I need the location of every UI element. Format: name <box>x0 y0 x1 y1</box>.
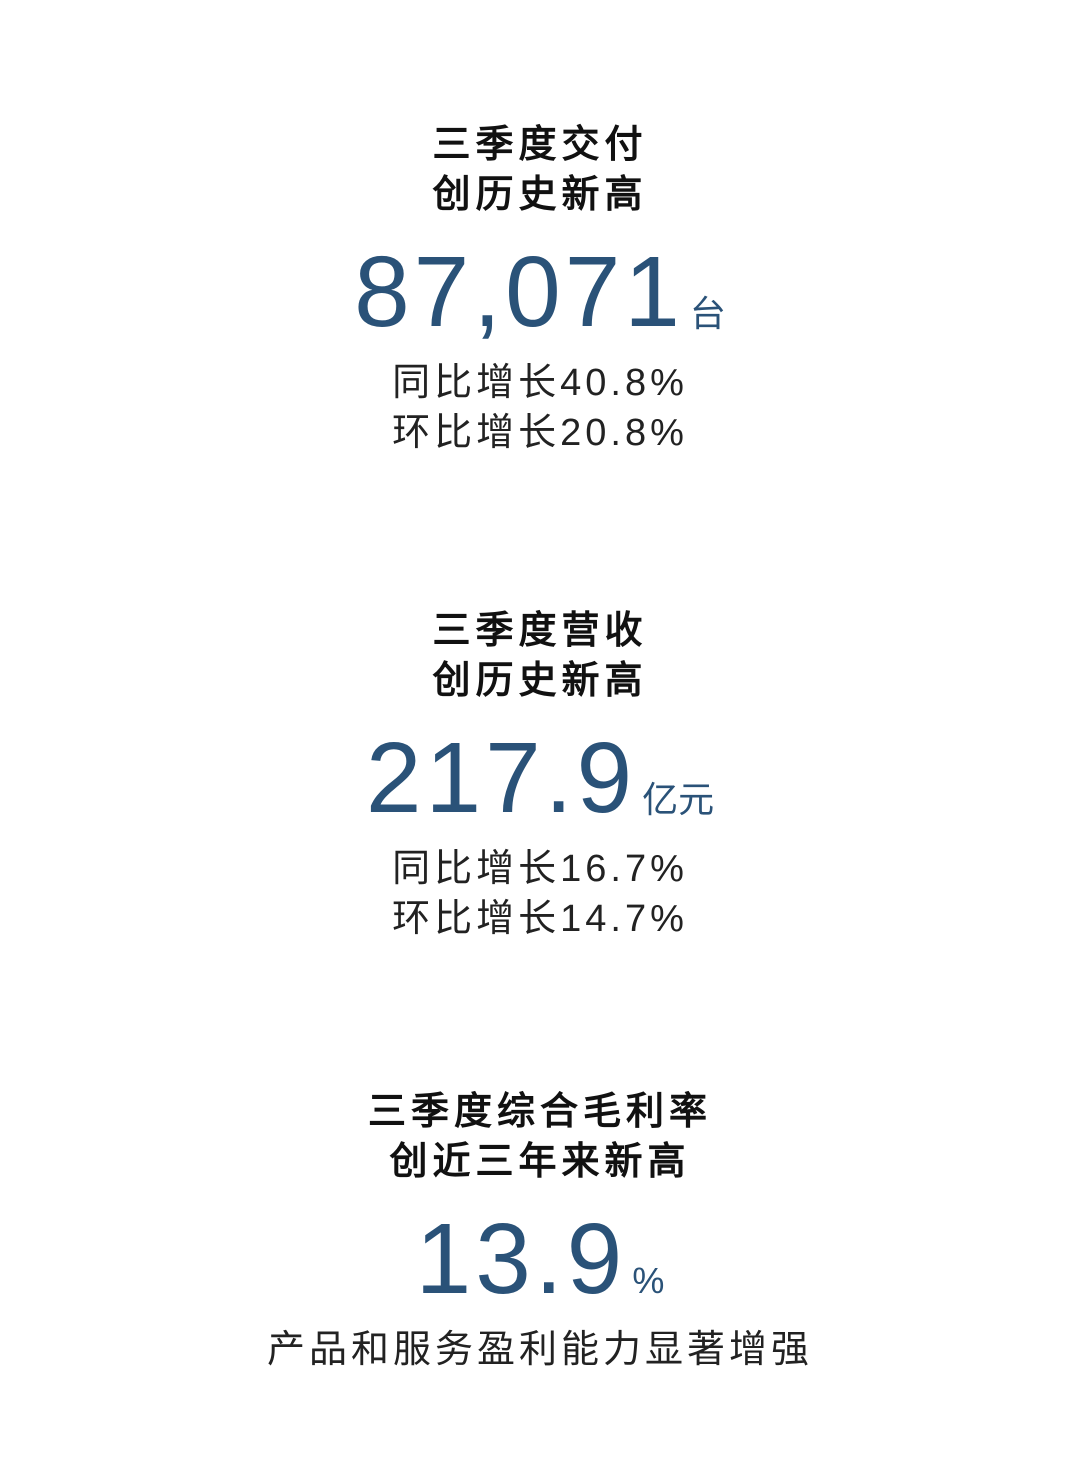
details: 同比增长40.8% 环比增长20.8% <box>0 358 1080 458</box>
metric-value: 217.9 亿元 <box>0 728 1080 828</box>
value-number: 87,071 <box>354 236 684 348</box>
section-title: 三季度交付 创历史新高 <box>0 120 1080 220</box>
title-line: 创历史新高 <box>432 660 648 702</box>
value-number: 217.9 <box>365 722 637 834</box>
details: 同比增长16.7% 环比增长14.7% <box>0 844 1080 944</box>
detail-line: 环比增长20.8% <box>392 412 688 454</box>
value-unit: 台 <box>689 293 726 334</box>
section-title: 三季度综合毛利率 创近三年来新高 <box>0 1087 1080 1187</box>
metric-value: 87,071 台 <box>0 242 1080 342</box>
title-line: 创近三年来新高 <box>389 1141 691 1183</box>
detail-line: 环比增长14.7% <box>392 898 688 940</box>
detail-line: 同比增长40.8% <box>392 362 688 404</box>
value-unit: % <box>632 1260 665 1301</box>
title-line: 三季度营收 <box>432 610 648 652</box>
title-line: 三季度综合毛利率 <box>367 1091 712 1133</box>
section-title: 三季度营收 创历史新高 <box>0 606 1080 706</box>
detail-line: 产品和服务盈利能力显著增强 <box>266 1329 813 1371</box>
title-line: 创历史新高 <box>432 174 648 216</box>
gross-margin-section: 三季度综合毛利率 创近三年来新高 13.9% 产品和服务盈利能力显著增强 <box>0 1087 1080 1375</box>
metric-value: 13.9% <box>0 1209 1080 1309</box>
value-unit: 亿元 <box>642 779 715 820</box>
title-line: 三季度交付 <box>432 124 648 166</box>
deliveries-section: 三季度交付 创历史新高 87,071 台 同比增长40.8% 环比增长20.8% <box>0 120 1080 458</box>
revenue-section: 三季度营收 创历史新高 217.9 亿元 同比增长16.7% 环比增长14.7% <box>0 606 1080 944</box>
value-number: 13.9 <box>415 1203 627 1315</box>
detail-line: 同比增长16.7% <box>392 848 688 890</box>
details: 产品和服务盈利能力显著增强 <box>0 1325 1080 1375</box>
